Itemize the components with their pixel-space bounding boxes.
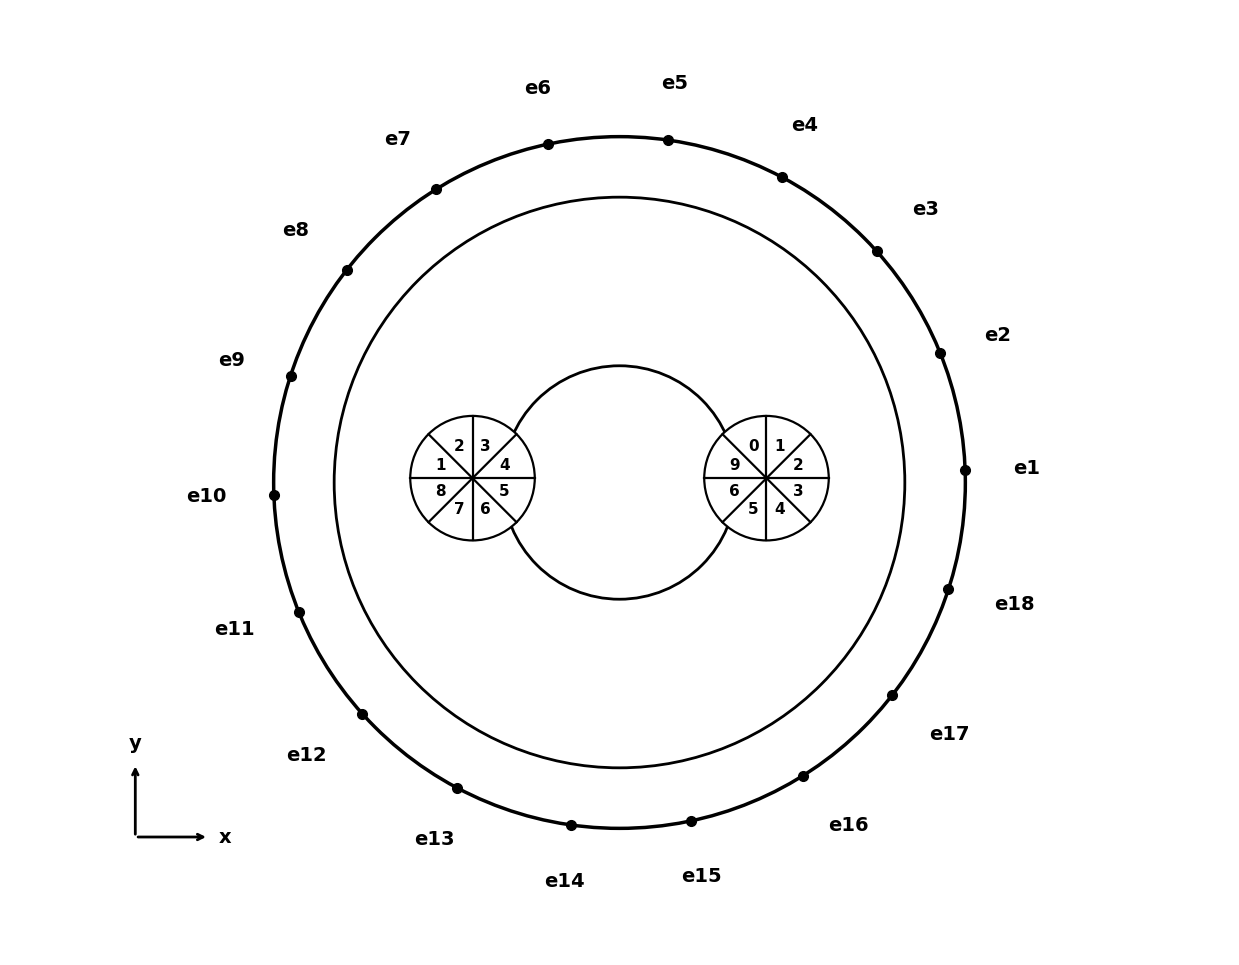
Text: e3: e3 [912, 201, 939, 219]
Text: e18: e18 [994, 594, 1035, 614]
Text: 6: 6 [730, 483, 740, 499]
Text: 9: 9 [730, 457, 740, 473]
Text: x: x [219, 828, 232, 846]
Text: 1: 1 [774, 439, 784, 455]
Text: e13: e13 [415, 830, 455, 849]
Text: e6: e6 [524, 79, 551, 97]
Text: 5: 5 [748, 503, 758, 517]
Text: e4: e4 [790, 116, 818, 135]
Text: 7: 7 [455, 503, 465, 517]
Text: 4: 4 [774, 503, 784, 517]
Circle shape [410, 416, 535, 540]
Text: e7: e7 [384, 130, 411, 149]
Text: e9: e9 [218, 351, 245, 371]
Text: 8: 8 [436, 483, 446, 499]
Text: e8: e8 [282, 221, 310, 240]
Text: 2: 2 [793, 457, 804, 473]
Text: y: y [129, 734, 141, 753]
Text: e14: e14 [544, 872, 585, 891]
Text: 3: 3 [481, 439, 491, 455]
Text: 4: 4 [499, 457, 509, 473]
Text: e5: e5 [660, 74, 688, 93]
Circle shape [704, 416, 829, 540]
Text: e2: e2 [984, 325, 1011, 345]
Text: 5: 5 [499, 483, 509, 499]
Text: 6: 6 [481, 503, 491, 517]
Text: e15: e15 [681, 868, 721, 886]
Text: 3: 3 [793, 483, 803, 499]
Text: e10: e10 [186, 486, 227, 506]
Text: e1: e1 [1012, 459, 1040, 479]
Text: 0: 0 [748, 439, 758, 455]
Text: e11: e11 [214, 620, 255, 640]
Text: 1: 1 [436, 457, 446, 473]
Text: 2: 2 [453, 439, 465, 455]
Text: e12: e12 [286, 746, 327, 764]
Text: e17: e17 [929, 725, 970, 744]
Text: e16: e16 [828, 816, 869, 835]
